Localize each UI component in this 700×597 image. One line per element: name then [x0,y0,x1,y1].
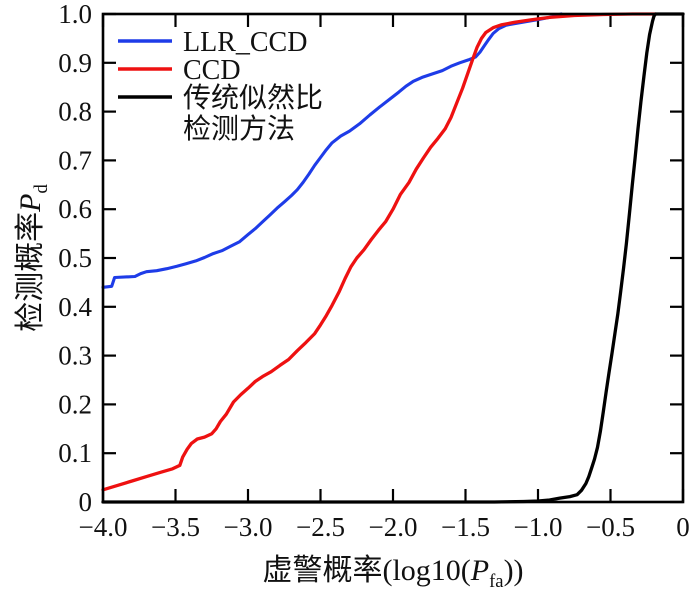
x-tick-label: −1.5 [441,512,490,542]
y-tick-label: 0.4 [58,292,92,322]
x-tick-label: −3.5 [151,512,200,542]
y-tick-label: 1.0 [58,0,92,29]
y-tick-label: 0.5 [58,243,92,273]
y-axis-label: 检测概率Pd [5,108,52,408]
y-axis-variable: P [14,193,47,212]
y-tick-label: 0.3 [58,341,92,371]
plot-frame [101,12,685,504]
x-axis-variable: P [470,554,490,587]
y-tick-label: 0.7 [58,145,92,175]
x-tick-label: −1.0 [514,512,563,542]
x-tick-label: −3.0 [224,512,273,542]
ccd-curve [101,12,658,492]
legend-label: CCD [183,55,241,86]
x-tick-label: −2.5 [296,512,345,542]
y-axis-label-text: 检测概率 [14,211,47,332]
y-axis-subscript: d [31,184,52,194]
x-axis-label-text: 虚警概率(log10( [262,554,471,587]
legend-label: 检测方法 [183,113,295,145]
x-axis-label: 虚警概率(log10(Pfa)) [103,545,683,593]
x-tick-label: −2.0 [369,512,418,542]
legend-label: 传统似然比 [183,82,323,114]
y-tick-label: 0.1 [58,438,92,468]
x-tick-label: −0.5 [586,512,635,542]
legend-label: LLR_CCD [183,27,307,58]
y-tick-label: 0.9 [58,48,92,78]
x-tick-label: 0 [676,512,690,542]
traditional-likelihood-ratio-curve [101,12,685,504]
x-axis-label-suffix: )) [503,554,524,587]
y-tick-label: 0 [79,487,93,517]
x-axis-subscript: fa [489,571,504,592]
y-tick-label: 0.6 [58,194,92,224]
y-tick-label: 0.2 [58,389,92,419]
y-tick-label: 0.8 [58,97,92,127]
x-tick-label: −4.0 [79,512,128,542]
llr-ccd-curve [101,12,563,289]
